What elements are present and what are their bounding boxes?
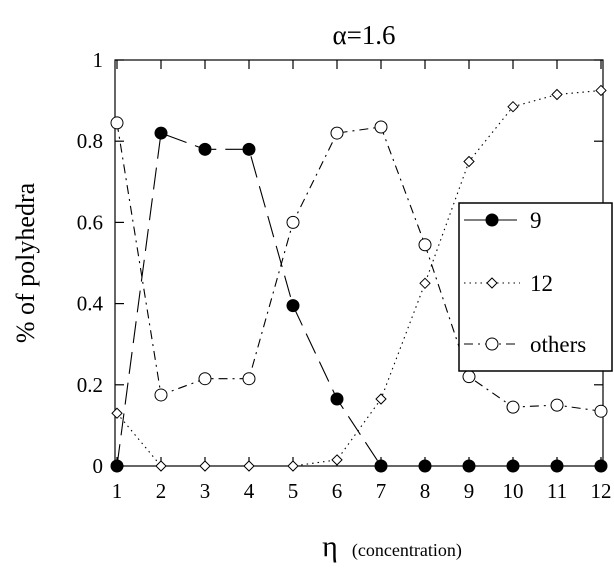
x-axis-note: (concentration) xyxy=(352,540,462,561)
x-tick-label: 4 xyxy=(244,479,255,503)
data-point xyxy=(507,100,519,113)
data-point xyxy=(110,459,124,473)
x-tick-label: 1 xyxy=(112,479,123,503)
data-point xyxy=(243,460,255,472)
y-tick-label: 0.4 xyxy=(77,292,104,316)
data-point xyxy=(419,277,431,290)
data-point xyxy=(111,407,123,419)
data-point xyxy=(331,454,343,466)
legend-entry-others: others xyxy=(464,332,586,357)
legend-entry-9: 9 xyxy=(464,208,542,233)
series-others xyxy=(110,116,608,418)
data-point xyxy=(506,459,520,473)
data-point xyxy=(287,460,299,472)
data-point xyxy=(551,88,563,101)
data-point xyxy=(595,84,607,97)
data-point xyxy=(242,372,256,386)
data-point xyxy=(110,116,124,130)
y-tick-label: 1 xyxy=(93,48,104,72)
data-point xyxy=(286,215,300,229)
chart-title: α=1.6 xyxy=(332,20,395,50)
data-point xyxy=(154,126,168,140)
data-point xyxy=(550,398,564,412)
data-point xyxy=(418,238,432,252)
series-12 xyxy=(111,84,607,472)
x-axis-label: η (concentration) xyxy=(322,530,462,563)
data-point xyxy=(418,459,432,473)
legend-entry-12: 12 xyxy=(464,271,553,296)
x-tick-label: 10 xyxy=(503,479,524,503)
x-tick-label: 9 xyxy=(464,479,475,503)
data-point xyxy=(374,459,388,473)
data-point xyxy=(154,388,168,402)
data-point xyxy=(462,459,476,473)
x-tick-label: 6 xyxy=(332,479,343,503)
x-tick-label: 5 xyxy=(288,479,299,503)
data-point xyxy=(374,120,388,134)
data-point xyxy=(198,142,212,156)
legend-label: 12 xyxy=(530,271,553,296)
data-point xyxy=(330,126,344,140)
data-point xyxy=(155,460,167,472)
legend-box xyxy=(458,202,613,372)
x-tick-label: 12 xyxy=(591,479,612,503)
legend-label: 9 xyxy=(530,208,542,233)
data-point xyxy=(198,372,212,386)
x-tick-label: 2 xyxy=(156,479,167,503)
legend-swatch-marker xyxy=(486,277,498,289)
x-tick-label: 8 xyxy=(420,479,431,503)
y-axis-label: % of polyhedra xyxy=(11,182,40,343)
x-tick-label: 7 xyxy=(376,479,387,503)
y-tick-label: 0.8 xyxy=(77,129,103,153)
data-point xyxy=(286,299,300,313)
data-point xyxy=(462,370,476,384)
data-point xyxy=(242,142,256,156)
data-point xyxy=(594,459,608,473)
data-point xyxy=(550,459,564,473)
series-layer xyxy=(110,84,608,473)
x-tick-label: 3 xyxy=(200,479,211,503)
legend-label: others xyxy=(530,332,586,357)
data-point xyxy=(199,460,211,472)
data-point xyxy=(506,400,520,414)
legend-swatch-marker xyxy=(485,337,499,351)
x-axis-symbol: η xyxy=(322,530,338,563)
data-point xyxy=(594,404,608,418)
series-line-12 xyxy=(116,89,602,467)
data-point xyxy=(463,155,475,168)
data-point xyxy=(330,392,344,406)
series-line-9 xyxy=(116,132,601,467)
y-axis: 0 0.2 0.4 0.6 0.8 1 xyxy=(77,48,603,478)
y-tick-label: 0.6 xyxy=(77,210,103,234)
data-point xyxy=(375,393,387,405)
x-axis: 1 2 3 4 5 6 7 8 9 10 11 12 xyxy=(112,60,612,503)
legend: 9 12 others xyxy=(458,202,613,372)
y-tick-label: 0 xyxy=(93,454,104,478)
legend-swatch-marker xyxy=(485,213,499,227)
series-9 xyxy=(110,126,608,473)
x-tick-label: 11 xyxy=(547,479,567,503)
y-tick-label: 0.2 xyxy=(77,373,103,397)
